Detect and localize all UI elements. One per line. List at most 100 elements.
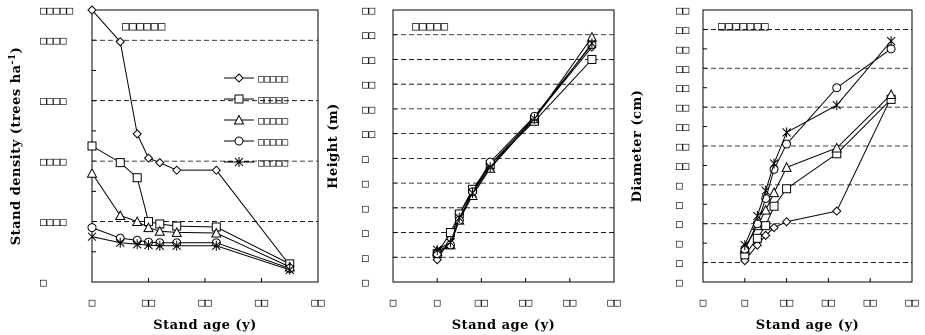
y-tick-label: □□: [362, 128, 376, 141]
x-tick-label: □□: [519, 296, 533, 309]
y-tick-label: □: [676, 237, 683, 250]
data-point-star: [832, 100, 842, 111]
x-tick-label: □□: [607, 296, 621, 309]
x-tick-label: □□: [255, 296, 269, 309]
data-point-triangle: [210, 227, 222, 238]
data-point-triangle: [171, 226, 183, 237]
data-point-star: [530, 113, 539, 124]
data-point-star: [172, 240, 182, 251]
y-tick-label: □: [362, 276, 369, 289]
legend-label: □□□□□: [258, 95, 288, 106]
y-tick-label: □□: [676, 140, 690, 153]
y-tick-label: □: [676, 257, 683, 270]
data-point-square: [87, 141, 97, 151]
y-tick-label: □□: [362, 78, 376, 91]
data-point-square: [782, 184, 792, 194]
chart-panel-3: □□□□□□□□□□□□□□□□□□□□□□□□□ □ □□ □□ □□ □□Stand …: [630, 4, 919, 333]
data-point-star: [886, 36, 896, 47]
y-axis-label-close: ): [9, 47, 24, 54]
series-line: [436, 46, 593, 261]
data-point-square: [769, 201, 779, 211]
x-tick-label: □□: [475, 296, 489, 309]
chart-panel-2: □□□□□□□□□□□□□□□□□□□ □ □□ □□ □□ □□Stand age (y…: [326, 4, 621, 333]
data-point-triangle: [143, 222, 154, 233]
y-axis-label-superscript: -1: [8, 53, 18, 64]
data-point-star: [485, 162, 495, 173]
x-tick-label: □□: [563, 296, 577, 309]
legend-marker-star: [234, 157, 244, 167]
y-tick-label: □□: [362, 53, 376, 66]
series-line: [91, 9, 291, 266]
panel-title: □□□□□: [412, 19, 448, 33]
y-tick-label: □□□□: [40, 216, 67, 229]
data-point-diamond: [155, 157, 165, 168]
data-point-triangle: [781, 161, 792, 172]
y-tick-label: □: [362, 202, 369, 215]
panel-title: □□□□□□: [122, 19, 165, 33]
data-point-star: [87, 231, 97, 242]
data-point-diamond: [115, 37, 125, 47]
x-tick-label: □□: [905, 296, 919, 309]
y-tick-label: □□: [676, 101, 690, 114]
data-point-triangle: [154, 225, 166, 236]
x-tick-label: □□: [198, 296, 212, 309]
y-tick-label: □: [676, 179, 683, 192]
data-point-square: [761, 221, 771, 231]
y-tick-label: □□: [676, 43, 690, 56]
data-point-diamond: [760, 230, 771, 241]
x-tick-label: □: [741, 296, 748, 309]
y-axis-label: Diameter (cm): [630, 90, 645, 203]
data-point-diamond: [172, 165, 182, 175]
y-tick-label: □□: [362, 4, 376, 17]
y-tick-label: □□: [362, 103, 376, 116]
data-point-triangle: [885, 88, 897, 100]
x-tick-label: □: [89, 296, 96, 309]
y-tick-label: □□□□: [40, 95, 67, 108]
data-point-star: [769, 158, 779, 169]
data-point-triangle: [86, 167, 98, 178]
data-point-star: [740, 240, 750, 251]
data-point-star: [155, 240, 165, 251]
x-tick-label: □□: [142, 296, 156, 309]
x-tick-label: □□: [864, 296, 878, 309]
data-point-circle: [87, 223, 97, 233]
data-point-diamond: [781, 217, 792, 227]
y-tick-label: □: [676, 218, 683, 231]
y-tick-label: □□: [676, 4, 690, 17]
data-point-diamond: [143, 153, 154, 163]
x-axis-label: Stand age (y): [153, 318, 257, 333]
data-point-square: [132, 173, 142, 183]
x-tick-label: □□: [311, 296, 325, 309]
legend-label: □□□□□: [258, 74, 288, 85]
data-point-triangle: [768, 187, 780, 198]
y-axis-label: Stand density (trees ha-1): [8, 47, 24, 245]
y-tick-label: □: [362, 227, 369, 240]
data-point-triangle: [131, 215, 143, 227]
legend-label: □□□□□: [258, 116, 288, 127]
data-point-circle: [782, 139, 792, 149]
legend-marker-diamond: [234, 73, 244, 83]
y-tick-label: □□: [362, 29, 376, 42]
data-point-square: [587, 54, 597, 64]
legend-label: □□□□□: [258, 158, 288, 169]
chart-panel-1: □□□□□□□□□□□□□□□□□□□□□□□ □□ □□ □□ □□Stand age…: [8, 4, 325, 333]
data-point-diamond: [87, 5, 97, 15]
series-line: [91, 172, 290, 268]
legend-marker-square: [234, 94, 244, 104]
data-point-star: [211, 240, 221, 251]
data-point-diamond: [832, 206, 842, 216]
y-tick-label: □□: [676, 121, 690, 134]
x-tick-label: □: [434, 296, 441, 309]
x-tick-label: □□: [780, 296, 794, 309]
series-line: [744, 99, 892, 256]
data-point-triangle: [760, 204, 772, 215]
series-line: [91, 227, 290, 269]
series-line: [744, 48, 892, 250]
y-tick-label: □□: [676, 62, 690, 75]
data-point-star: [115, 237, 125, 248]
y-tick-label: □□: [676, 23, 690, 36]
x-tick-label: □: [390, 296, 397, 309]
data-point-star: [782, 127, 791, 138]
data-point-diamond: [132, 129, 142, 139]
